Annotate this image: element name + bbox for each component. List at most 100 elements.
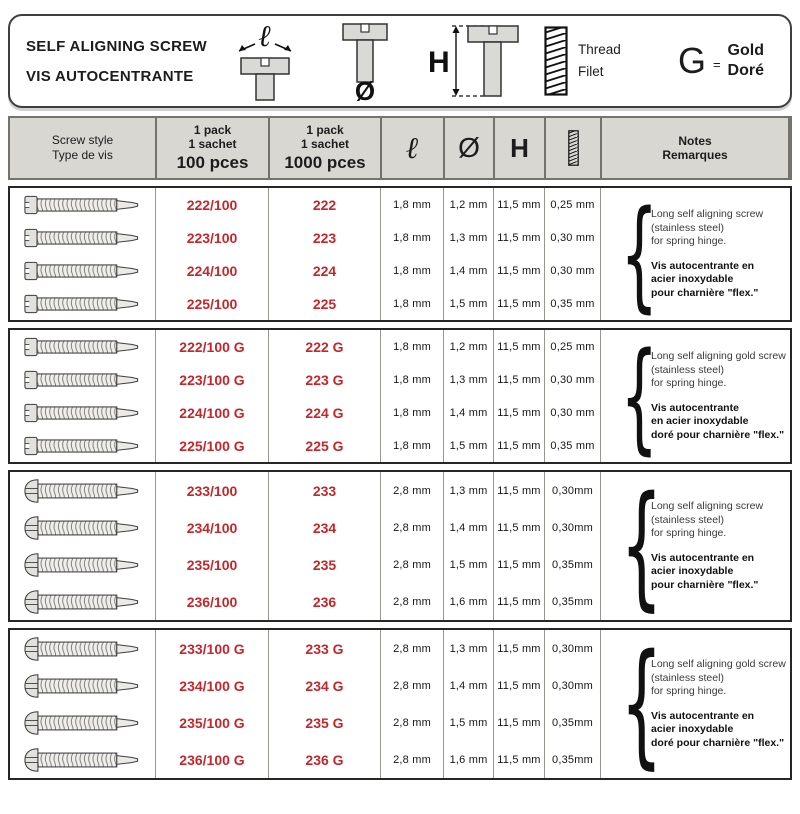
length-value: 1,8 mm <box>380 429 443 462</box>
length-value: 2,8 mm <box>380 704 443 741</box>
pack-100-code: 222/100 <box>155 188 268 221</box>
height-value: 11,5 mm <box>493 429 544 462</box>
screw-icon <box>17 747 149 773</box>
height-value: 11,5 mm <box>493 188 544 221</box>
screw-illustration <box>10 472 155 509</box>
height-value: 11,5 mm <box>493 254 544 287</box>
note-english: Long self aligning screw (stainless stee… <box>651 500 764 539</box>
page: { "colors": { "red": "#c5262c", "header_… <box>0 14 800 814</box>
gold-label-french: Doré <box>727 62 764 79</box>
note-english: Long self aligning gold screw (stainless… <box>651 658 786 697</box>
column-header-notes: Notes Remarques <box>602 118 788 178</box>
diameter-value: 1,4 mm <box>443 667 493 704</box>
screw-illustration <box>10 396 155 429</box>
screw-icon <box>17 589 149 615</box>
equals-sign: = <box>712 56 721 72</box>
gold-letter: G <box>677 40 706 81</box>
notes-cell: { Long self aligning gold screw (stainle… <box>600 330 790 462</box>
height-value: 11,5 mm <box>493 330 544 363</box>
table-header-row: Screw style Type de vis 1 pack 1 sachet … <box>8 116 792 180</box>
length-value: 1,8 mm <box>380 287 443 320</box>
note-french: Vis autocentrante en acier inoxydable do… <box>651 401 785 441</box>
screw-icon <box>17 192 149 218</box>
screw-illustration <box>10 254 155 287</box>
thread-legend: Thread Filet <box>544 26 621 96</box>
thread-value: 0,35 mm <box>544 287 600 320</box>
column-header-thread <box>546 118 600 178</box>
diameter-value: 1,4 mm <box>443 396 493 429</box>
screw-illustration <box>10 287 155 320</box>
table-row: 222/100 222 1,8 mm 1,2 mm 11,5 mm 0,25 m… <box>10 188 600 221</box>
thread-value: 0,35mm <box>544 741 600 778</box>
length-value: 1,8 mm <box>380 254 443 287</box>
length-value: 2,8 mm <box>380 509 443 546</box>
column-header-diameter: Ø <box>445 118 493 178</box>
screw-illustration <box>10 741 155 778</box>
thread-label-french: Filet <box>578 64 604 79</box>
length-value: 1,8 mm <box>380 330 443 363</box>
title-english: SELF ALIGNING SCREW <box>26 37 207 55</box>
pack-1000-code: 233 G <box>268 630 380 667</box>
diameter-value: 1,5 mm <box>443 429 493 462</box>
thread-value: 0,25 mm <box>544 330 600 363</box>
pack-100-code: 223/100 G <box>155 363 268 396</box>
screw-section-4: 233/100 G 233 G 2,8 mm 1,3 mm 11,5 mm 0,… <box>8 628 792 780</box>
table-row: 233/100 G 233 G 2,8 mm 1,3 mm 11,5 mm 0,… <box>10 630 600 667</box>
pack-1000-code: 223 <box>268 221 380 254</box>
screw-icon <box>17 710 149 736</box>
thread-value: 0,30 mm <box>544 254 600 287</box>
screw-icon <box>17 367 149 393</box>
height-value: 11,5 mm <box>493 472 544 509</box>
column-header-screw-style: Screw style Type de vis <box>10 118 155 178</box>
pack-1000-code: 222 <box>268 188 380 221</box>
pack-100-code: 234/100 G <box>155 667 268 704</box>
table-row: 224/100 G 224 G 1,8 mm 1,4 mm 11,5 mm 0,… <box>10 396 600 429</box>
diameter-symbol-icon: Ø <box>458 132 480 163</box>
screw-section-1: 222/100 222 1,8 mm 1,2 mm 11,5 mm 0,25 m… <box>8 186 792 322</box>
pack-1000-code: 225 G <box>268 429 380 462</box>
screw-height-diagram-icon: H <box>428 25 519 97</box>
screw-illustration <box>10 429 155 462</box>
pack-100-code: 236/100 G <box>155 741 268 778</box>
screw-icon <box>17 400 149 426</box>
note-french: Vis autocentrante en acier inoxydable po… <box>651 551 759 591</box>
table-row: 222/100 G 222 G 1,8 mm 1,2 mm 11,5 mm 0,… <box>10 330 600 363</box>
screw-illustration <box>10 583 155 620</box>
table-row: 225/100 225 1,8 mm 1,5 mm 11,5 mm 0,35 m… <box>10 287 600 320</box>
screw-illustration <box>10 188 155 221</box>
height-value: 11,5 mm <box>493 583 544 620</box>
diameter-value: 1,5 mm <box>443 546 493 583</box>
pack-1000-code: 236 G <box>268 741 380 778</box>
screw-section-2: 222/100 G 222 G 1,8 mm 1,2 mm 11,5 mm 0,… <box>8 328 792 464</box>
diameter-value: 1,6 mm <box>443 741 493 778</box>
pack-1000-code: 234 <box>268 509 380 546</box>
pack-1000-code: 224 G <box>268 396 380 429</box>
pack-100-code: 236/100 <box>155 583 268 620</box>
thread-value: 0,35mm <box>544 546 600 583</box>
notes-cell: { Long self aligning gold screw (stainle… <box>600 630 790 778</box>
length-value: 1,8 mm <box>380 188 443 221</box>
thread-value: 0,30mm <box>544 667 600 704</box>
thread-value: 0,25 mm <box>544 188 600 221</box>
table-row: 223/100 223 1,8 mm 1,3 mm 11,5 mm 0,30 m… <box>10 221 600 254</box>
table-row: 234/100 G 234 G 2,8 mm 1,4 mm 11,5 mm 0,… <box>10 667 600 704</box>
gold-legend: G = Gold Doré <box>678 41 770 81</box>
height-value: 11,5 mm <box>493 221 544 254</box>
note-french: Vis autocentrante en acier inoxydable po… <box>651 259 759 299</box>
length-value: 2,8 mm <box>380 472 443 509</box>
notes-cell: { Long self aligning screw (stainless st… <box>600 188 790 320</box>
pack-100-code: 222/100 G <box>155 330 268 363</box>
length-value: 1,8 mm <box>380 221 443 254</box>
column-header-height: H <box>495 118 544 178</box>
pack-100-code: 224/100 G <box>155 396 268 429</box>
diameter-value: 1,2 mm <box>443 188 493 221</box>
diameter-value: 1,3 mm <box>443 630 493 667</box>
length-symbol-icon: ℓ <box>406 130 419 166</box>
pack-1000-code: 235 <box>268 546 380 583</box>
screw-illustration <box>10 704 155 741</box>
height-value: 11,5 mm <box>493 363 544 396</box>
height-symbol-icon: H <box>510 132 529 163</box>
screw-icon <box>17 673 149 699</box>
pack-100-code: 224/100 <box>155 254 268 287</box>
screw-illustration <box>10 667 155 704</box>
